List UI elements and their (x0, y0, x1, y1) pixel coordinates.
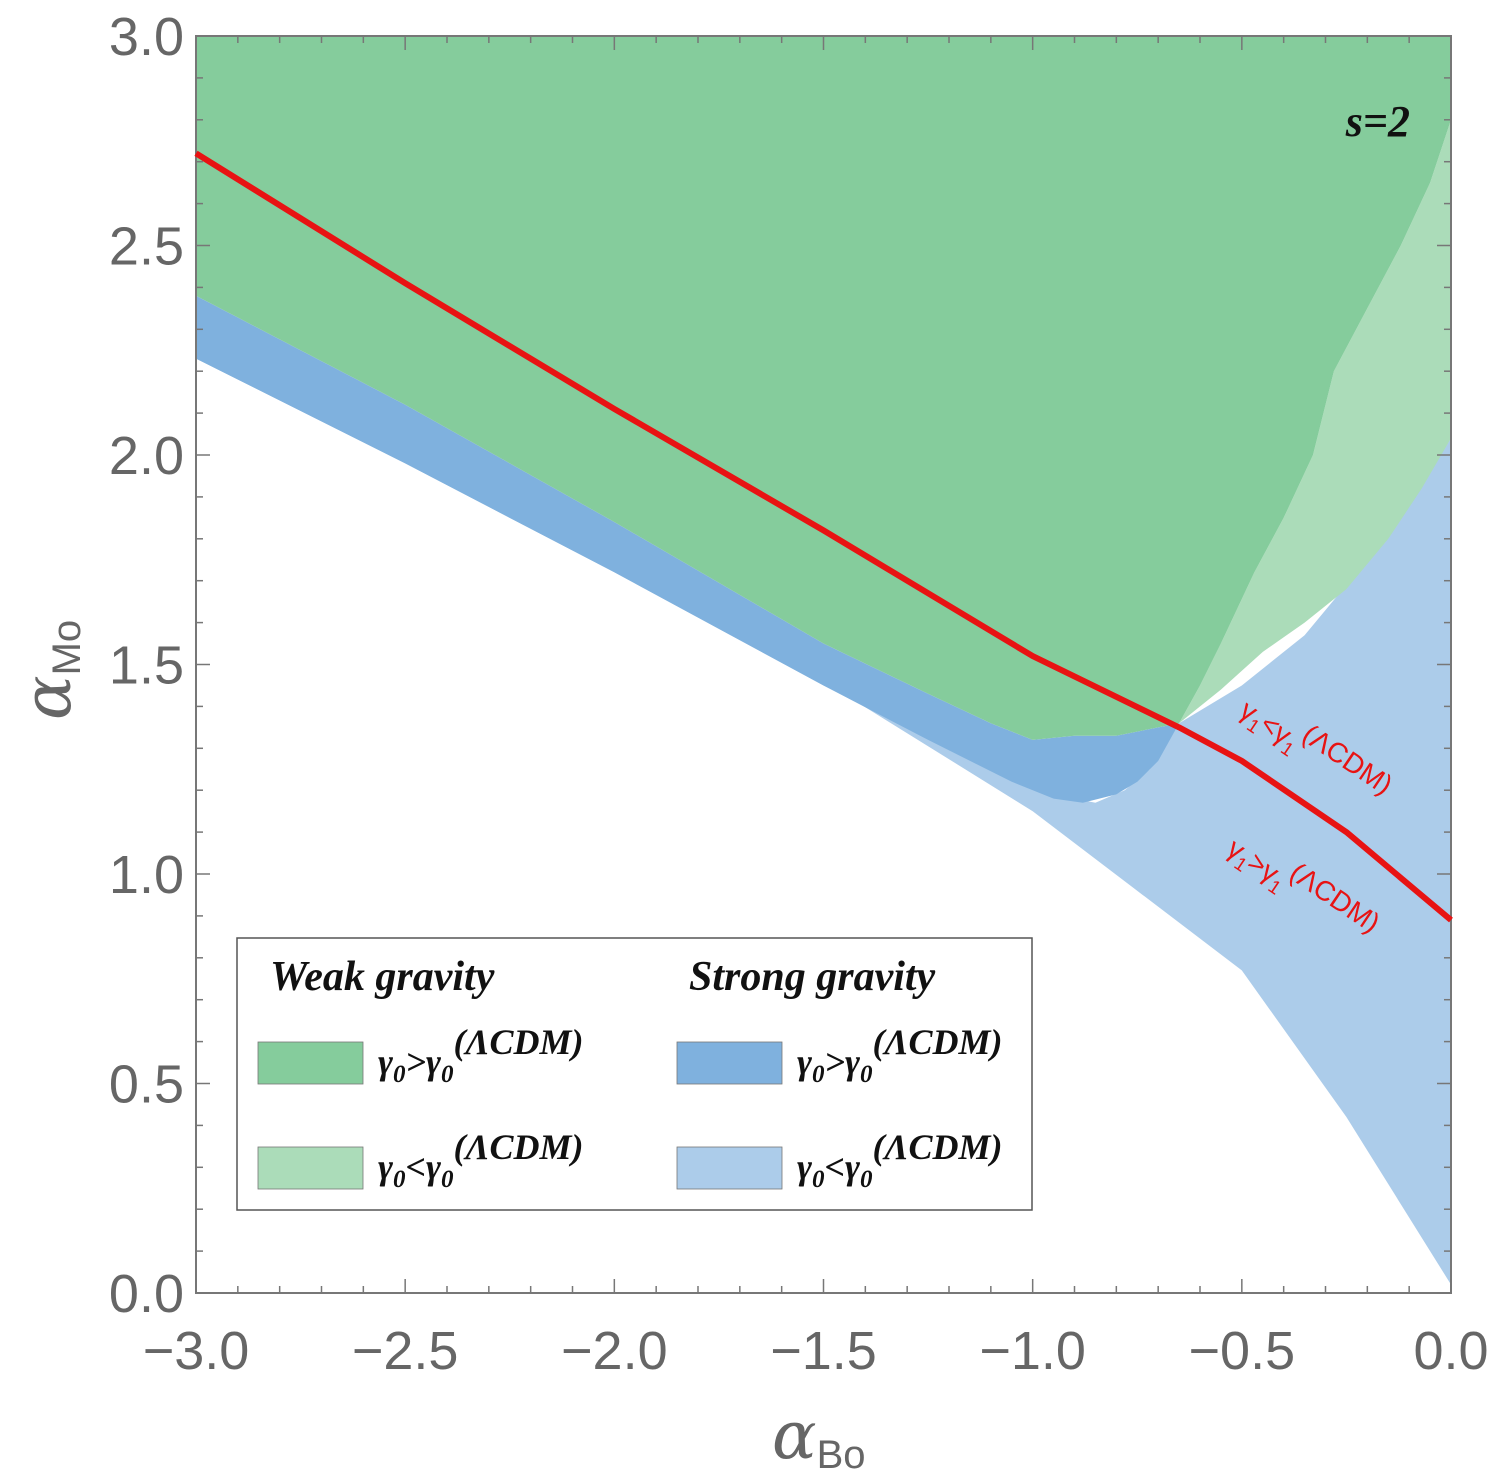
x-tick-label: −0.5 (1189, 1321, 1296, 1381)
tick-marks (195, 35, 1452, 1294)
legend-superscript: (ΛCDM) (453, 1127, 583, 1167)
region-weak-gt (196, 36, 1451, 740)
x-tick-label: 0.0 (1413, 1321, 1488, 1381)
axis-labels: αBo αMo (9, 620, 866, 1473)
gamma1-boundary-curve (194, 150, 1453, 923)
legend-symbol: γ (378, 1147, 393, 1187)
x-tick-label: −3.0 (143, 1321, 250, 1381)
legend-relation: > (405, 1042, 426, 1082)
region-strong-gt (196, 295, 1180, 803)
legend-symbol: γ (845, 1042, 860, 1082)
legend-subscript: 0 (812, 1166, 825, 1193)
x-tick-label: −2.0 (561, 1321, 668, 1381)
y-tick-label: 1.0 (109, 845, 184, 905)
region-weak-lt (1179, 119, 1451, 724)
legend-subscript: 0 (860, 1061, 873, 1088)
legend-relation: < (824, 1147, 845, 1187)
y-tick-label: 1.5 (109, 636, 184, 696)
legend-symbol: γ (797, 1147, 812, 1187)
legend-subscript: 0 (441, 1166, 454, 1193)
legend-swatch-weak-lt (257, 1146, 364, 1190)
legend-heading-strong: Strong gravity (689, 954, 936, 1000)
legend-entry-label: γ0>γ0(ΛCDM) (378, 1022, 584, 1088)
legend-heading-weak: Weak gravity (270, 954, 495, 1000)
region-strong-lt (196, 333, 1451, 1285)
legend-relation: < (405, 1147, 426, 1187)
tick-labels: −3.0 −2.5 −2.0 −1.5 −1.0 −0.5 0.0 0.0 0.5 1.0 1.5 2… (109, 7, 1489, 1381)
x-axis-label: αBo (772, 1397, 866, 1473)
legend-swatch-strong-lt (676, 1146, 783, 1190)
legend-superscript: (ΛCDM) (453, 1022, 583, 1062)
legend-swatch-strong-gt (676, 1041, 783, 1085)
legend-symbol: γ (845, 1147, 860, 1187)
legend-entry-label: γ0>γ0(ΛCDM) (797, 1022, 1003, 1088)
x-tick-label: −1.5 (770, 1321, 877, 1381)
legend-superscript: (ΛCDM) (872, 1022, 1002, 1062)
y-axis-symbol: α (9, 675, 86, 720)
legend-symbol: γ (426, 1147, 441, 1187)
y-axis-label: αMo (9, 620, 89, 720)
legend-subscript: 0 (860, 1166, 873, 1193)
y-tick-label: 2.5 (109, 217, 184, 277)
x-axis-symbol: α (772, 1397, 817, 1473)
legend-symbol: γ (378, 1042, 393, 1082)
y-axis-subscript: Mo (45, 620, 89, 676)
s-value-annotation: s=2 (1345, 97, 1410, 146)
x-tick-label: −2.5 (352, 1321, 459, 1381)
legend-entry-label: γ0<γ0(ΛCDM) (797, 1127, 1003, 1193)
annotations: s=2 (1345, 97, 1410, 146)
legend-subscript: 0 (441, 1061, 454, 1088)
legend-symbol: γ (426, 1042, 441, 1082)
x-axis-subscript: Bo (817, 1433, 866, 1473)
legend-subscript: 0 (393, 1166, 406, 1193)
y-tick-label: 0.0 (109, 1264, 184, 1324)
y-tick-label: 3.0 (109, 7, 184, 67)
regions-layer (196, 36, 1451, 1285)
y-tick-label: 0.5 (109, 1055, 184, 1115)
legend-box (236, 937, 1033, 1211)
legend-entry-label: γ0<γ0(ΛCDM) (378, 1127, 584, 1193)
legend-subscript: 0 (812, 1061, 825, 1088)
legend-superscript: (ΛCDM) (872, 1127, 1002, 1167)
x-tick-label: −1.0 (979, 1321, 1086, 1381)
legend: Weak gravityγ0>γ0(ΛCDM)γ0<γ0(ΛCDM)Strong… (236, 937, 1033, 1211)
legend-swatch-weak-gt (257, 1041, 364, 1085)
legend-subscript: 0 (393, 1061, 406, 1088)
legend-symbol: γ (797, 1042, 812, 1082)
legend-relation: > (824, 1042, 845, 1082)
y-tick-label: 2.0 (109, 426, 184, 486)
